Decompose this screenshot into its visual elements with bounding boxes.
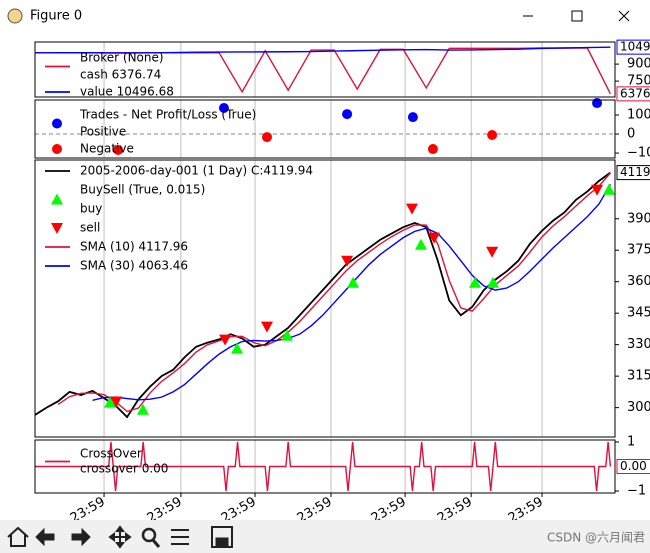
marker	[342, 109, 353, 120]
marker	[487, 129, 498, 140]
marker	[603, 183, 616, 195]
y-tick-label: 3150	[627, 369, 650, 384]
watermark: CSDN @六月闻君	[547, 531, 645, 545]
axes-frame	[34, 41, 616, 98]
marker	[231, 342, 244, 354]
maximize-button[interactable]	[571, 10, 583, 22]
marker	[219, 334, 232, 346]
y-tick-label: 7500	[627, 74, 650, 89]
legend-marker	[51, 223, 63, 234]
marker	[136, 403, 149, 415]
marker	[407, 112, 418, 123]
toolbar-icons	[7, 525, 233, 549]
marker	[262, 132, 272, 143]
y-tick-label: 3600	[627, 274, 650, 289]
axes-frame	[34, 99, 616, 159]
home-button[interactable]	[7, 526, 29, 547]
marker	[406, 203, 418, 215]
value-tag	[616, 86, 650, 102]
legend-marker	[51, 193, 63, 205]
marker	[347, 276, 360, 288]
zoom-button[interactable]	[141, 527, 157, 543]
toolbar	[0, 520, 650, 553]
back-button[interactable]	[35, 527, 55, 547]
marker	[261, 321, 273, 333]
y-tick-label: 0	[627, 127, 635, 142]
configure-button[interactable]	[171, 529, 189, 545]
marker	[592, 98, 603, 109]
marker	[414, 238, 427, 250]
marker	[469, 276, 482, 288]
legend-label: crossover 0.00	[80, 462, 168, 476]
line	[35, 441, 612, 492]
y-tick-label: 3450	[627, 306, 650, 321]
zoom-handle	[151, 539, 161, 548]
legend-group-label: Broker (None)	[80, 51, 164, 65]
value-tag-label: 0.00	[620, 459, 647, 473]
save-button[interactable]	[211, 526, 233, 548]
legend-label: 2005-2006-day-001 (1 Day) C:4119.94	[80, 164, 313, 178]
plot-area	[35, 46, 612, 95]
plots: 7500 9000 6376.74 Broker (None) cash 6376.74…	[34, 39, 650, 526]
axes-frame	[34, 439, 616, 494]
legend-group-label: Trades - Net Profit/Loss (True)	[79, 108, 256, 122]
value-tag-label: 6376.74	[620, 86, 650, 100]
plot-area	[35, 441, 612, 492]
forward-button[interactable]	[71, 527, 91, 547]
save-icon-part	[215, 537, 229, 547]
legend-marker	[52, 118, 62, 129]
marker	[110, 396, 123, 408]
axes-frame	[34, 159, 616, 438]
value-tag	[616, 459, 650, 474]
y-tick-label: 3300	[627, 337, 650, 352]
marker	[113, 145, 124, 156]
y-tick-label: 9000	[627, 57, 650, 72]
y-tick-label: 3900	[627, 211, 650, 226]
legend-label: cash 6376.74	[80, 68, 161, 82]
close-button[interactable]	[618, 10, 630, 22]
legend-label: Positive	[80, 125, 126, 139]
line	[57, 172, 611, 413]
y-tick-label: −100	[627, 146, 650, 161]
legend-group-label: BuySell (True, 0.015)	[80, 183, 205, 197]
y-tick-label: −1	[627, 484, 646, 499]
marker	[591, 184, 604, 196]
pan-button[interactable]	[108, 525, 132, 549]
legend-group-label: CrossOver	[80, 447, 142, 461]
y-tick-label: 3000	[627, 400, 650, 415]
y-tick-label: 1	[627, 434, 635, 449]
legend-label: sell	[80, 221, 100, 235]
value-tag-label: 10496.68	[620, 40, 650, 54]
legend-label: SMA (30) 4063.46	[80, 259, 188, 273]
legend-label: buy	[80, 202, 102, 216]
marker	[428, 232, 441, 244]
title-bar	[0, 0, 650, 32]
legend-label: Negative	[80, 142, 134, 156]
window-title: Figure 0	[30, 9, 82, 24]
marker	[104, 396, 117, 408]
marker	[486, 246, 499, 258]
marker	[341, 255, 354, 267]
value-tag-label: 4119.94	[620, 165, 650, 179]
marker	[218, 102, 229, 113]
value-tag	[616, 39, 650, 55]
y-tick-label: 3750	[627, 243, 650, 258]
legend-label: SMA (10) 4117.96	[80, 240, 188, 254]
app-icon	[7, 8, 23, 24]
marker	[487, 276, 500, 288]
marker	[281, 329, 294, 341]
legend-marker	[52, 144, 62, 154]
marker	[427, 144, 438, 155]
legend-label: value 10496.68	[80, 85, 174, 99]
y-tick-label: 100	[627, 108, 650, 123]
line	[35, 46, 611, 54]
value-tag	[616, 165, 650, 181]
line	[35, 171, 611, 419]
